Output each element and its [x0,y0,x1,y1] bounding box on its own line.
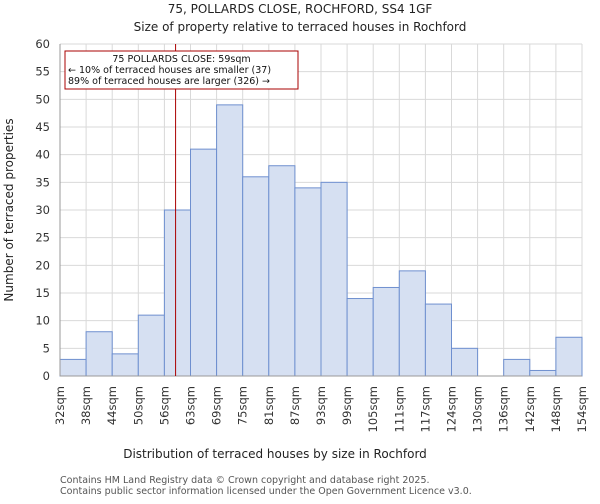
histogram-bar [163,209,191,377]
x-tick-label: 38sqm [79,386,93,425]
y-tick-label: 50 [35,92,50,106]
histogram-bar [137,314,165,377]
y-tick-label: 25 [35,231,50,245]
x-tick-label: 111sqm [392,386,406,432]
x-tick-label: 148sqm [549,386,563,432]
chart-subtitle: Size of property relative to terraced ho… [134,20,467,34]
annotation-box: 75 POLLARDS CLOSE: 59sqm ← 10% of terrac… [64,50,299,90]
x-tick-label: 50sqm [131,386,145,425]
x-tick-label: 105sqm [366,386,380,432]
histogram-bar [424,303,452,377]
y-tick-label: 15 [35,286,50,300]
histogram-bar [555,336,583,377]
histogram-bar [111,353,139,377]
x-tick-label: 87sqm [288,386,302,425]
axes: 0 5 10 15 20 25 30 35 40 45 50 55 60 32sqm 38sqm 44sqm 5… [35,37,589,432]
x-tick-label: 124sqm [445,386,459,432]
x-tick-label: 130sqm [471,386,485,432]
x-tick-label: 56sqm [157,386,171,425]
x-tick-label: 69sqm [210,386,224,425]
x-tick-label: 99sqm [340,386,354,425]
y-tick-label: 40 [35,148,50,162]
x-tick-label: 93sqm [314,386,328,425]
x-tick-label: 81sqm [262,386,276,425]
annotation-line-1: 75 POLLARDS CLOSE: 59sqm [112,54,250,65]
x-tick-label: 75sqm [236,386,250,425]
y-tick-label: 10 [35,314,50,328]
histogram-bar [59,358,87,377]
histogram-bar [320,181,348,377]
annotation-frame [64,50,299,90]
x-tick-label: 142sqm [523,386,537,432]
histogram-bar [85,331,113,377]
histogram-bar [398,270,426,377]
annotation-line-2: ← 10% of terraced houses are smaller (37… [68,65,271,76]
y-tick-label: 5 [43,341,50,355]
histogram-bar [346,298,374,377]
histogram-bar [216,104,244,377]
histogram-bar [451,347,479,377]
x-tick-label: 32sqm [53,386,67,425]
histogram-bar [190,148,218,377]
y-tick-label: 60 [35,37,50,51]
y-tick-label: 0 [43,369,50,383]
y-axis-label: Number of terraced properties [2,118,16,301]
footer-line-2: Contains public sector information licen… [60,486,472,497]
histogram-bar [242,176,270,377]
x-tick-label: 44sqm [105,386,119,425]
y-tick-label: 30 [35,203,50,217]
histogram-bar [294,187,322,377]
histogram-bar [503,358,531,377]
x-tick-label: 63sqm [184,386,198,425]
histogram-bar [529,369,557,377]
y-tick-label: 20 [35,258,50,272]
x-tick-label: 136sqm [497,386,511,432]
y-tick-label: 35 [35,175,50,189]
histogram-bar [268,165,296,377]
histogram-bar [372,286,400,377]
chart-title: 75, POLLARDS CLOSE, ROCHFORD, SS4 1GF [168,2,433,16]
x-tick-label: 154sqm [575,386,589,432]
y-tick-label: 45 [35,120,50,134]
y-tick-label: 55 [35,65,50,79]
x-axis-label: Distribution of terraced houses by size … [123,447,427,461]
x-tick-label: 117sqm [418,386,432,432]
annotation-line-3: 89% of terraced houses are larger (326) … [68,76,270,87]
footer-line-1: Contains HM Land Registry data © Crown c… [60,475,430,486]
